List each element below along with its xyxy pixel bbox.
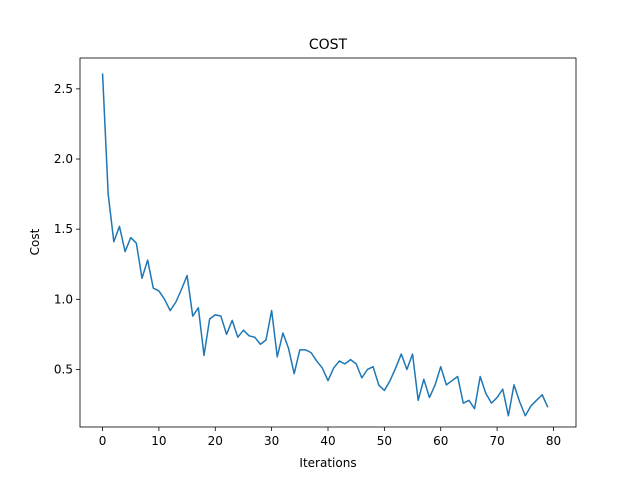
chart-title: COST (309, 37, 348, 53)
x-tick-label: 30 (264, 434, 279, 448)
y-axis-label: Cost (28, 228, 42, 255)
x-tick-label: 0 (99, 434, 107, 448)
y-tick-label: 0.5 (54, 362, 73, 376)
y-tick-label: 1.5 (54, 222, 73, 236)
y-tick-label: 2.0 (54, 152, 73, 166)
y-tick-label: 1.0 (54, 292, 73, 306)
x-tick-label: 50 (377, 434, 392, 448)
y-tick-label: 2.5 (54, 82, 73, 96)
x-tick-label: 20 (208, 434, 223, 448)
x-tick-label: 80 (546, 434, 561, 448)
y-axis-ticks: 0.5 1.0 1.5 2.0 2.5 (54, 82, 80, 376)
x-tick-label: 70 (489, 434, 504, 448)
x-axis-label: Iterations (299, 456, 356, 470)
x-axis-ticks: 0 10 20 30 40 50 60 70 80 (99, 427, 561, 448)
x-tick-label: 40 (320, 434, 335, 448)
series-line-0 (101, 73, 549, 417)
x-tick-label: 10 (151, 434, 166, 448)
x-tick-label: 60 (433, 434, 448, 448)
